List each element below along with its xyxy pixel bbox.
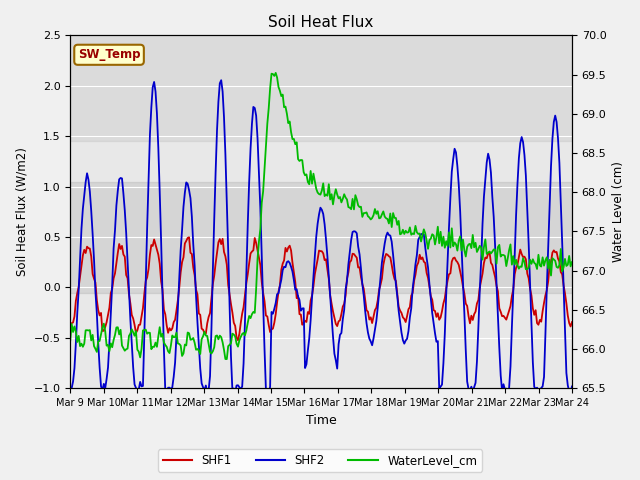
Text: SW_Temp: SW_Temp [78, 48, 140, 61]
X-axis label: Time: Time [306, 414, 337, 427]
Y-axis label: Soil Heat Flux (W/m2): Soil Heat Flux (W/m2) [15, 147, 28, 276]
Bar [70, 30, 572, 141]
Y-axis label: Water Level (cm): Water Level (cm) [612, 161, 625, 262]
Legend: SHF1, SHF2, WaterLevel_cm: SHF1, SHF2, WaterLevel_cm [158, 449, 482, 472]
Title: Soil Heat Flux: Soil Heat Flux [268, 15, 374, 30]
Bar [70, 181, 572, 292]
